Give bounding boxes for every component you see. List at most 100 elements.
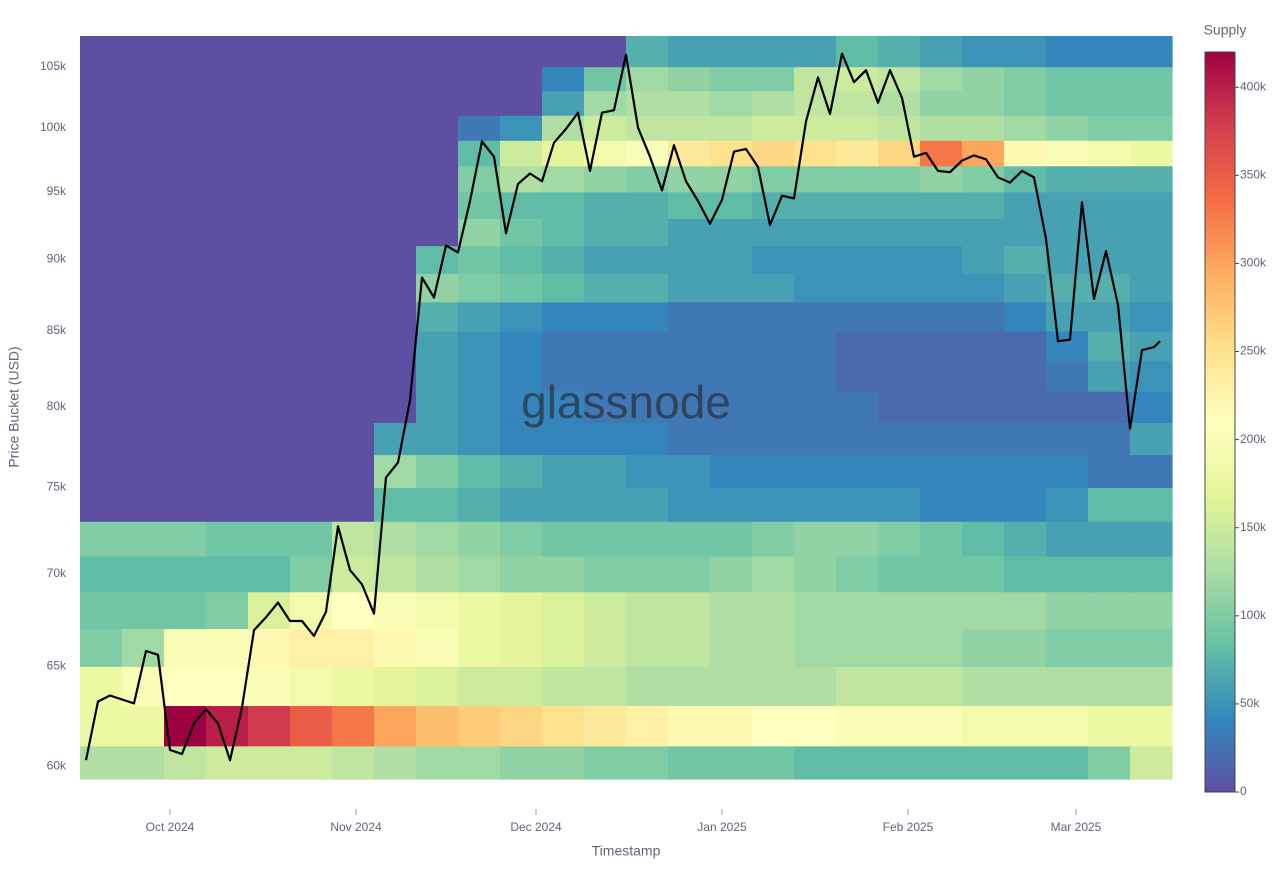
heatmap-cell bbox=[836, 165, 879, 193]
heatmap-cell bbox=[80, 521, 123, 557]
heatmap-cell bbox=[542, 36, 585, 68]
heatmap-cell bbox=[1004, 90, 1047, 116]
heatmap-cell bbox=[416, 521, 459, 557]
heatmap-cell bbox=[206, 628, 249, 667]
heatmap-cell bbox=[752, 628, 795, 667]
heatmap-cell bbox=[710, 90, 753, 116]
heatmap-cell bbox=[1004, 666, 1047, 707]
x-tick-label: Nov 2024 bbox=[330, 820, 382, 834]
y-tick-label: 100k bbox=[40, 120, 67, 134]
heatmap-cell bbox=[1130, 115, 1173, 141]
heatmap-cell bbox=[1088, 555, 1131, 593]
heatmap-cell bbox=[290, 745, 333, 780]
heatmap-cell bbox=[248, 140, 291, 167]
heatmap-cell bbox=[836, 422, 879, 456]
heatmap-cell bbox=[794, 487, 837, 522]
heatmap-cell bbox=[416, 555, 459, 593]
heatmap-cell bbox=[710, 422, 753, 456]
heatmap-cell bbox=[542, 422, 585, 456]
heatmap-cell bbox=[374, 555, 417, 593]
heatmap-cell bbox=[1046, 360, 1089, 392]
heatmap-cell bbox=[710, 521, 753, 557]
heatmap-cell bbox=[1130, 591, 1173, 630]
heatmap-cell bbox=[710, 191, 753, 219]
y-tick-label: 60k bbox=[47, 759, 67, 773]
heatmap-cell bbox=[122, 191, 165, 219]
heatmap-cell bbox=[458, 591, 501, 630]
heatmap-cell bbox=[332, 66, 375, 92]
heatmap-cell bbox=[164, 666, 207, 707]
heatmap-cell bbox=[710, 391, 753, 423]
heatmap-cell bbox=[1046, 90, 1089, 116]
heatmap-cell bbox=[122, 165, 165, 193]
heatmap-cell bbox=[416, 454, 459, 488]
heatmap-cell bbox=[1088, 140, 1131, 167]
heatmap-cell bbox=[248, 487, 291, 522]
heatmap-cell bbox=[542, 555, 585, 593]
heatmap-cell bbox=[500, 245, 543, 274]
heatmap-cell bbox=[1088, 36, 1131, 68]
heatmap-cell bbox=[416, 745, 459, 780]
heatmap-cell bbox=[1046, 115, 1089, 141]
heatmap-cell bbox=[1004, 36, 1047, 68]
heatmap-cell bbox=[248, 628, 291, 667]
heatmap-cell bbox=[416, 391, 459, 423]
heatmap-cell bbox=[206, 90, 249, 116]
heatmap-cell bbox=[584, 360, 627, 392]
heatmap-cell bbox=[752, 705, 795, 747]
heatmap-cell bbox=[584, 628, 627, 667]
heatmap-cell bbox=[1130, 301, 1173, 332]
heatmap-cell bbox=[668, 705, 711, 747]
heatmap-cell bbox=[122, 90, 165, 116]
heatmap-cell bbox=[500, 36, 543, 68]
heatmap-cell bbox=[710, 705, 753, 747]
heatmap-cell bbox=[836, 301, 879, 332]
heatmap-cell bbox=[458, 745, 501, 780]
heatmap-cell bbox=[1130, 521, 1173, 557]
heatmap-cell bbox=[710, 628, 753, 667]
heatmap-cell bbox=[458, 301, 501, 332]
heatmap-cell bbox=[920, 273, 963, 303]
heatmap-cell bbox=[1004, 66, 1047, 92]
heatmap-cell bbox=[1130, 273, 1173, 303]
y-tick-label: 85k bbox=[47, 323, 67, 337]
heatmap-cell bbox=[626, 273, 669, 303]
heatmap-cell bbox=[626, 360, 669, 392]
heatmap-cell bbox=[122, 555, 165, 593]
heatmap-cell bbox=[836, 360, 879, 392]
colorbar-tick-label: 50k bbox=[1240, 696, 1260, 710]
heatmap-cell bbox=[1004, 115, 1047, 141]
heatmap-cell bbox=[752, 360, 795, 392]
heatmap-cell bbox=[290, 360, 333, 392]
heatmap-cell bbox=[458, 666, 501, 707]
heatmap-cell bbox=[500, 628, 543, 667]
heatmap-cell bbox=[416, 591, 459, 630]
heatmap-cell bbox=[80, 330, 123, 362]
heatmap-cell bbox=[794, 218, 837, 247]
heatmap-cell bbox=[962, 245, 1005, 274]
heatmap-cell bbox=[668, 454, 711, 488]
x-tick-label: Jan 2025 bbox=[697, 820, 747, 834]
heatmap-cell bbox=[752, 391, 795, 423]
heatmap-cell bbox=[1088, 487, 1131, 522]
heatmap-cell bbox=[290, 454, 333, 488]
heatmap-cell bbox=[962, 521, 1005, 557]
heatmap-cell bbox=[374, 628, 417, 667]
heatmap-cell bbox=[122, 422, 165, 456]
heatmap-cell bbox=[1004, 140, 1047, 167]
heatmap-cell bbox=[206, 666, 249, 707]
heatmap-cell bbox=[290, 140, 333, 167]
heatmap-cell bbox=[752, 301, 795, 332]
heatmap-cell bbox=[1130, 245, 1173, 274]
heatmap-cell bbox=[1130, 391, 1173, 423]
heatmap-cell bbox=[920, 555, 963, 593]
heatmap-cell bbox=[920, 705, 963, 747]
heatmap-cell bbox=[710, 218, 753, 247]
heatmap-cell bbox=[962, 90, 1005, 116]
heatmap-cell bbox=[206, 165, 249, 193]
heatmap-cell bbox=[416, 36, 459, 68]
heatmap-cell bbox=[1046, 521, 1089, 557]
heatmap-cell bbox=[416, 422, 459, 456]
heatmap-cell bbox=[710, 591, 753, 630]
heatmap-cell bbox=[80, 245, 123, 274]
